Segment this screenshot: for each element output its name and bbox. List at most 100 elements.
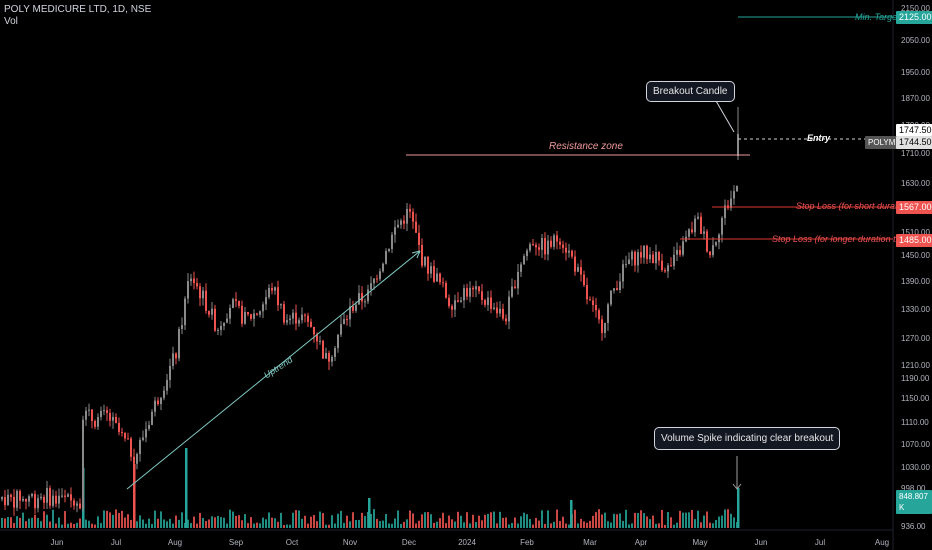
volume-bar: [76, 522, 78, 528]
x-tick-label: Jun: [51, 538, 64, 547]
candle-body: [517, 271, 519, 289]
uptrend-arrowhead: [411, 250, 421, 259]
volume-bar: [526, 514, 528, 528]
y-tick-label: 1950.00: [901, 68, 930, 77]
volume-bar: [634, 512, 636, 528]
volume-bar: [442, 512, 444, 528]
volume-bar: [421, 514, 423, 528]
volume-bar: [331, 515, 333, 528]
volume-bar: [424, 512, 426, 528]
volume-bar: [544, 524, 546, 528]
candle-body: [589, 299, 591, 301]
x-tick-label: Oct: [286, 538, 299, 547]
volume-bar: [244, 514, 246, 528]
candle-body: [49, 488, 51, 506]
candle-body: [193, 278, 195, 284]
volume-bar: [280, 512, 282, 528]
candle-body: [94, 421, 96, 427]
candle-body: [190, 278, 192, 282]
candle-body: [385, 251, 387, 264]
volume-bar: [175, 515, 177, 528]
min-target-tag: 2125.00: [896, 11, 932, 24]
volume-bar: [193, 516, 195, 528]
volume-bar: [217, 515, 219, 528]
y-tick-label: 936.00: [901, 522, 926, 531]
volume-tag: 848.807 K: [896, 490, 932, 514]
y-tick-label: 1510.00: [901, 228, 930, 237]
candle-body: [697, 216, 699, 219]
candle-body: [355, 304, 357, 311]
entry-label: Entry: [807, 133, 831, 143]
volume-bar: [643, 513, 645, 528]
volume-bar: [10, 517, 12, 528]
candle-body: [322, 340, 324, 359]
volume-bar: [391, 523, 393, 528]
volume-bar: [319, 511, 321, 528]
volume-bar: [112, 514, 114, 528]
volume-bar: [487, 513, 489, 528]
candle-body: [382, 263, 384, 272]
volume-bar: [94, 524, 96, 528]
volume-bar: [427, 512, 429, 528]
candle-body: [544, 238, 546, 255]
candle-body: [133, 456, 135, 464]
volume-spike-bar: [185, 448, 188, 528]
stop-loss-short-label: Stop Loss (for short duration): [796, 201, 913, 211]
candle-body: [712, 245, 714, 256]
candle-body: [46, 488, 48, 503]
x-tick-label: Jun: [755, 538, 768, 547]
volume-bar: [334, 523, 336, 528]
candle-body: [511, 286, 513, 297]
candle-body: [493, 307, 495, 309]
candle-body: [259, 311, 261, 315]
volume-bar: [385, 514, 387, 528]
candle-body: [307, 315, 309, 322]
volume-bar: [397, 510, 399, 528]
candle-body: [184, 298, 186, 326]
volume-bar: [271, 517, 273, 528]
candle-body: [370, 283, 372, 290]
x-tick-label: Mar: [583, 538, 597, 547]
volume-bar: [520, 516, 522, 528]
volume-bar: [73, 523, 75, 528]
volume-bar: [535, 517, 537, 528]
candle-body: [736, 186, 738, 192]
candle-body: [286, 320, 288, 323]
candle-body: [361, 293, 363, 302]
candle-body: [595, 304, 597, 311]
volume-bar: [538, 520, 540, 528]
candle-body: [28, 496, 30, 502]
candle-body: [649, 254, 651, 260]
candle-body: [97, 416, 99, 427]
candle-body: [205, 290, 207, 311]
candle-body: [202, 290, 204, 299]
volume-bar: [517, 523, 519, 528]
candle-body: [619, 281, 621, 291]
volume-bar: [580, 518, 582, 528]
volume-spike-callout: Volume Spike indicating clear breakout: [654, 427, 841, 450]
candle-body: [628, 259, 630, 265]
candle-body: [340, 324, 342, 335]
candle-body: [112, 416, 114, 421]
volume-bar: [478, 515, 480, 528]
candle-body: [175, 353, 177, 359]
volume-spike-bar: [570, 500, 573, 528]
candle-body: [196, 283, 198, 287]
volume-bar: [364, 516, 366, 528]
candle-body: [514, 286, 516, 289]
volume-bar: [604, 512, 606, 528]
candle-body: [454, 300, 456, 310]
volume-bar: [700, 522, 702, 528]
volume-bar: [493, 511, 495, 528]
volume-bar: [400, 523, 402, 528]
candle-body: [373, 278, 375, 284]
volume-spike-bar: [368, 498, 371, 528]
candle-body: [388, 248, 390, 252]
candle-body: [601, 319, 603, 333]
candle-body: [298, 320, 300, 324]
volume-bar: [322, 513, 324, 528]
volume-bar: [178, 519, 180, 528]
volume-bar: [541, 510, 543, 528]
candle-body: [598, 310, 600, 320]
